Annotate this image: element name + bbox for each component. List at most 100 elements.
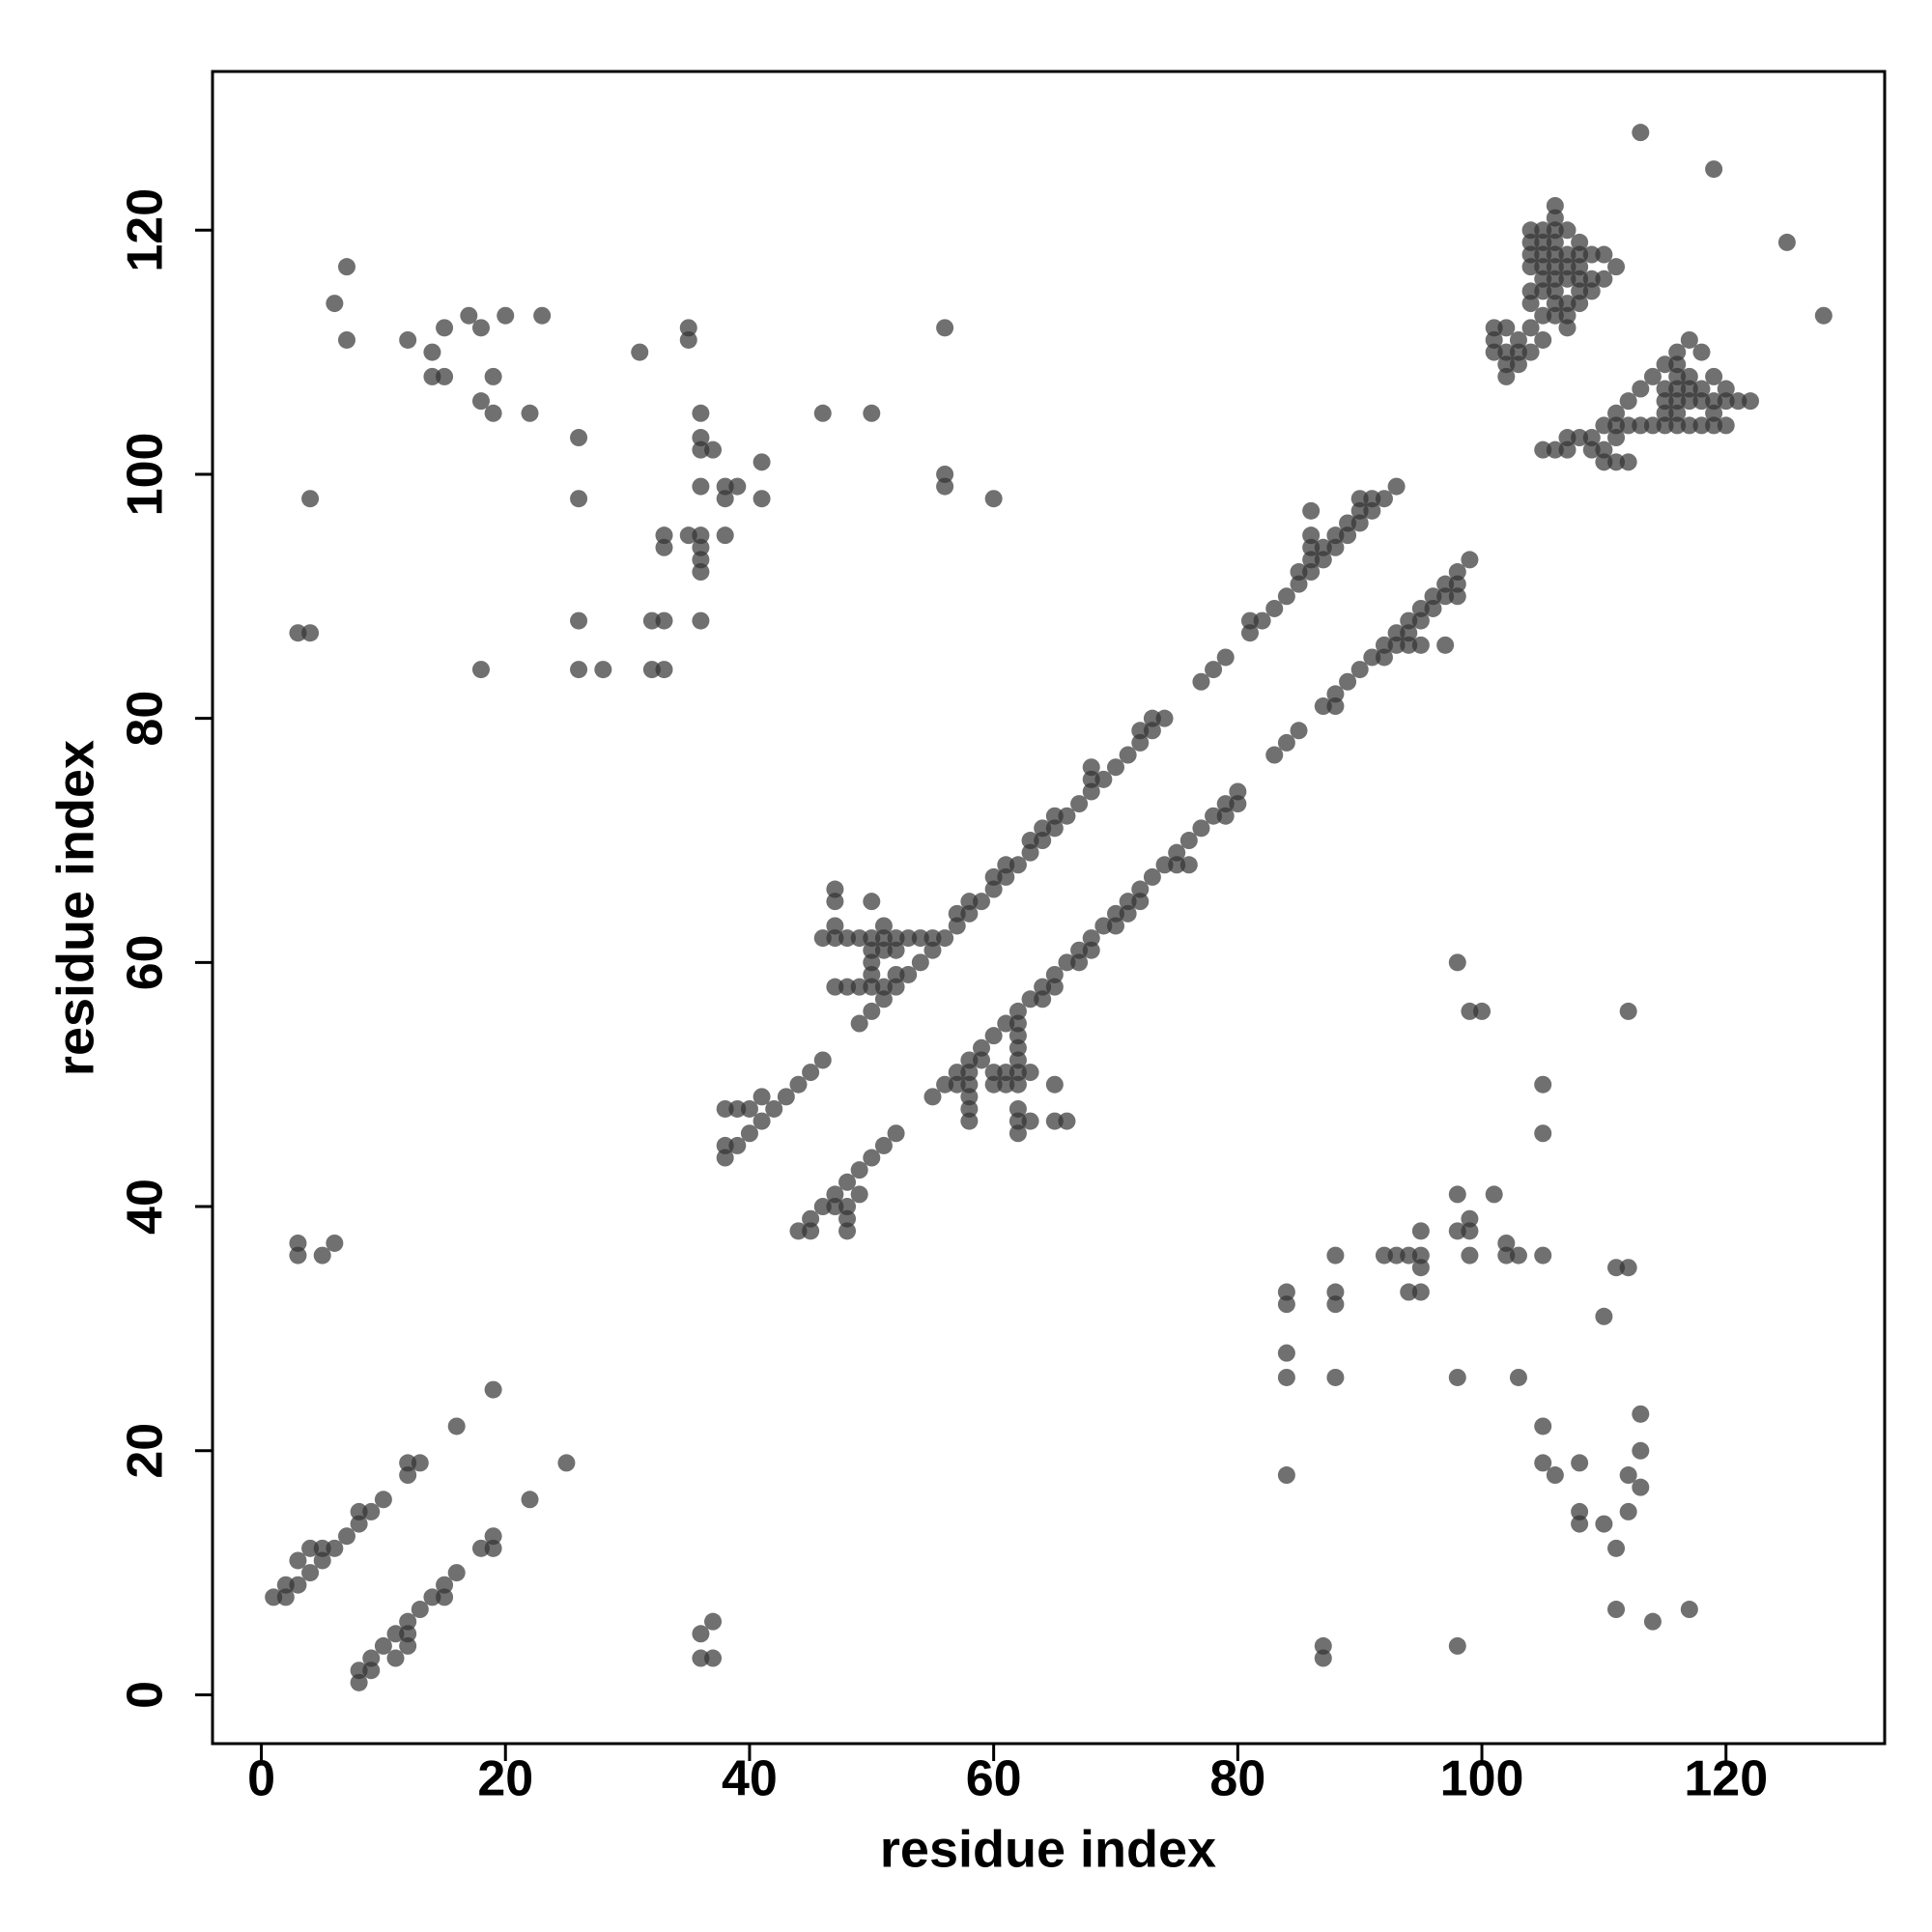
- point: [1034, 978, 1052, 996]
- point: [1521, 245, 1540, 264]
- point: [1546, 440, 1564, 459]
- point: [1339, 526, 1357, 545]
- point: [716, 526, 734, 545]
- point: [1302, 526, 1321, 545]
- point: [1607, 1601, 1626, 1619]
- point: [1363, 490, 1381, 508]
- point: [789, 1222, 808, 1240]
- point: [1546, 196, 1564, 214]
- point: [1534, 245, 1552, 264]
- point: [813, 1051, 832, 1069]
- point: [386, 1649, 405, 1667]
- point: [1290, 722, 1308, 740]
- point: [1302, 538, 1321, 556]
- point: [1509, 343, 1527, 361]
- point: [874, 917, 893, 935]
- point: [948, 904, 966, 923]
- point: [960, 1112, 979, 1130]
- point: [716, 1149, 734, 1167]
- point: [1534, 1075, 1552, 1094]
- point: [471, 1539, 490, 1557]
- point: [1424, 587, 1442, 606]
- point: [1277, 1295, 1295, 1314]
- point: [1546, 221, 1564, 240]
- point: [850, 929, 868, 948]
- x-tick-label: 0: [247, 1751, 275, 1807]
- point: [863, 1002, 881, 1020]
- point: [740, 1099, 758, 1118]
- point: [923, 1088, 942, 1106]
- point: [1485, 1185, 1503, 1204]
- point: [289, 1576, 307, 1594]
- point: [1106, 917, 1124, 935]
- point: [1448, 1368, 1466, 1386]
- point: [753, 1112, 771, 1130]
- point: [923, 929, 942, 948]
- point: [1229, 782, 1247, 801]
- point: [1571, 270, 1589, 288]
- y-axis-title: residue index: [46, 740, 104, 1076]
- point: [1058, 807, 1076, 825]
- point: [1619, 392, 1637, 411]
- point: [1119, 904, 1137, 923]
- point: [1045, 819, 1064, 838]
- point: [1717, 380, 1735, 398]
- point: [899, 929, 918, 948]
- point: [362, 1502, 381, 1520]
- point: [1082, 941, 1100, 959]
- point: [1571, 282, 1589, 300]
- point: [692, 611, 710, 630]
- point: [826, 978, 844, 996]
- point: [289, 624, 307, 642]
- point: [1375, 648, 1393, 667]
- point: [557, 1454, 576, 1472]
- point: [1350, 490, 1369, 508]
- point: [497, 306, 515, 325]
- x-axis-title: residue index: [880, 1820, 1216, 1878]
- x-tick-label: 40: [722, 1751, 778, 1807]
- point: [1497, 1246, 1516, 1264]
- point: [655, 538, 673, 556]
- point: [1400, 1283, 1418, 1301]
- point: [1571, 1454, 1589, 1472]
- point: [642, 611, 661, 630]
- point: [753, 453, 771, 471]
- point: [1302, 563, 1321, 582]
- point: [826, 1198, 844, 1216]
- point: [1045, 978, 1064, 996]
- point: [1534, 1124, 1552, 1143]
- point: [1240, 624, 1259, 642]
- point: [813, 404, 832, 422]
- point: [1546, 282, 1564, 300]
- point: [765, 1099, 783, 1118]
- point: [692, 440, 710, 459]
- point: [936, 929, 954, 948]
- point: [1534, 233, 1552, 251]
- point: [826, 893, 844, 911]
- point: [1411, 636, 1430, 654]
- point: [1082, 758, 1100, 777]
- point: [728, 1099, 747, 1118]
- point: [1571, 429, 1589, 447]
- point: [813, 1198, 832, 1216]
- point: [887, 978, 905, 996]
- point: [1595, 1515, 1613, 1533]
- point: [960, 1051, 979, 1069]
- point: [1009, 856, 1027, 874]
- x-tick-label: 20: [477, 1751, 533, 1807]
- point: [1595, 453, 1613, 471]
- point: [1290, 563, 1308, 582]
- y-tick-label: 120: [118, 188, 174, 272]
- point: [997, 856, 1015, 874]
- point: [911, 929, 929, 948]
- point: [1192, 819, 1210, 838]
- point: [1265, 746, 1284, 764]
- point: [1705, 416, 1723, 435]
- point: [1534, 440, 1552, 459]
- point: [826, 1185, 844, 1204]
- point: [899, 965, 918, 983]
- point: [716, 477, 734, 496]
- point: [1339, 514, 1357, 532]
- point: [1350, 501, 1369, 520]
- point: [1400, 636, 1418, 654]
